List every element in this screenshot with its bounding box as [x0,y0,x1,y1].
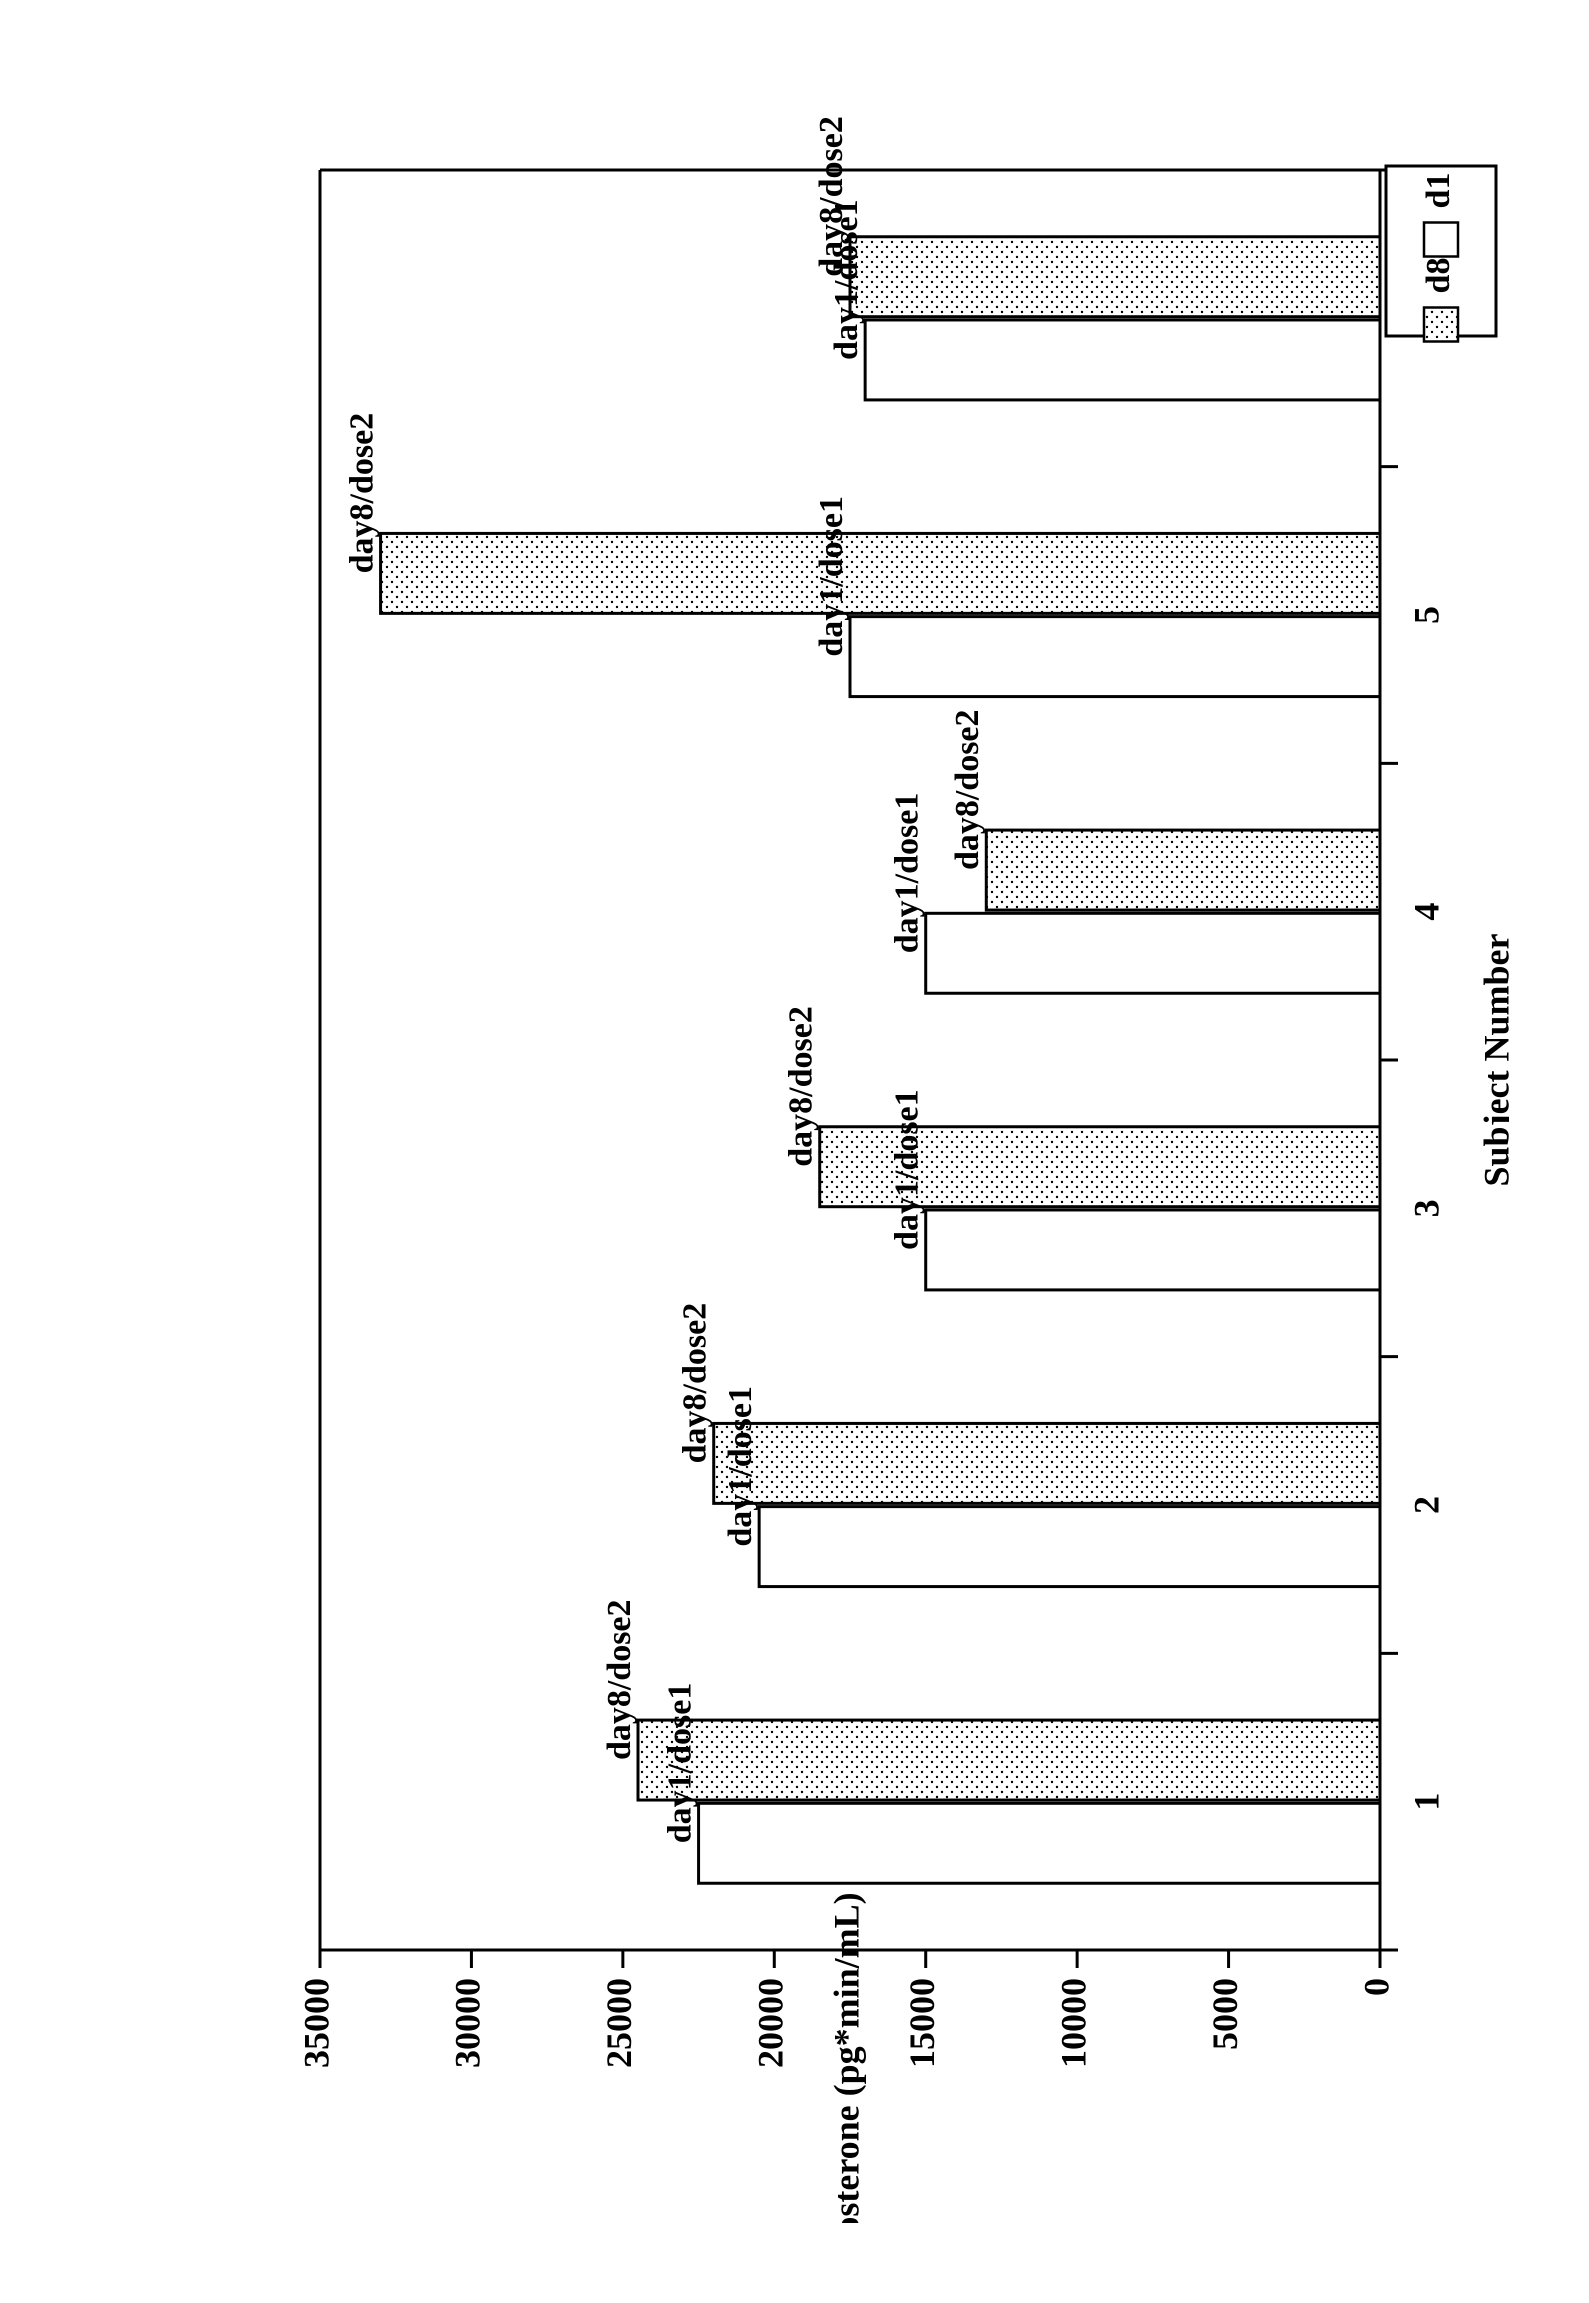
category-tick-label: 1 [1406,1793,1446,1811]
bar-d1 [926,913,1380,993]
bar-d1 [759,1507,1380,1587]
category-tick-label: 2 [1406,1496,1446,1514]
value-tick-label: 10000 [1053,1978,1093,2068]
bar-d8 [714,1423,1380,1503]
bar-label-d8: day8/dose2 [813,116,850,277]
bar-d8 [381,533,1380,613]
x-axis-label: Subject Number [1476,933,1509,1186]
value-tick-label: 35000 [296,1978,336,2068]
chart-container: day1/dose1day8/dose2day1/dose1day8/dose2… [80,80,1509,2223]
legend-swatch-d8 [1424,308,1458,342]
legend: d1 d8 [1386,166,1496,342]
bar-d8 [850,237,1380,317]
bar-d1 [850,617,1380,697]
bar-d1 [699,1803,1380,1883]
bar-label-d8: day8/dose2 [949,709,986,870]
bar-d1 [865,320,1380,400]
value-tick-label: 5000 [1205,1978,1245,2050]
axes [320,170,1380,1950]
bar-d8 [638,1720,1380,1800]
value-tick-label: 30000 [448,1978,488,2068]
value-tick-label: 0 [1356,1978,1396,1996]
chart-svg: day1/dose1day8/dose2day1/dose1day8/dose2… [80,80,1509,2223]
category-tick-label: 3 [1406,1199,1446,1217]
bar-label-d8: day8/dose2 [343,413,380,574]
bar-label-d8: day8/dose2 [601,1599,638,1760]
bar-d8 [986,830,1380,910]
category-tick-label: 5 [1406,606,1446,624]
legend-swatch-d1 [1424,223,1458,257]
bar-label-d1: day1/dose1 [889,793,926,954]
legend-label-d8: d8 [1420,258,1457,294]
bar-label-d8: day8/dose2 [783,1006,820,1167]
value-tick-label: 25000 [599,1978,639,2068]
bar-label-d1: day1/dose1 [889,1089,926,1250]
value-tick-label: 15000 [902,1978,942,2068]
value-tick-label: 20000 [751,1978,791,2068]
bar-label-d1: day1/dose1 [722,1386,759,1547]
bar-label-d1: day1/dose1 [813,496,850,657]
bar-label-d8: day8/dose2 [677,1303,714,1464]
bar-d1 [926,1210,1380,1290]
bars [381,237,1380,1884]
category-tick-label: 4 [1406,903,1446,921]
legend-label-d1: d1 [1420,173,1457,209]
bar-label-d1: day1/dose1 [661,1683,698,1844]
page: day1/dose1day8/dose2day1/dose1day8/dose2… [0,0,1589,2303]
y-axis-label: Serum Testosterone (pg*min/mL) [826,1892,866,2223]
